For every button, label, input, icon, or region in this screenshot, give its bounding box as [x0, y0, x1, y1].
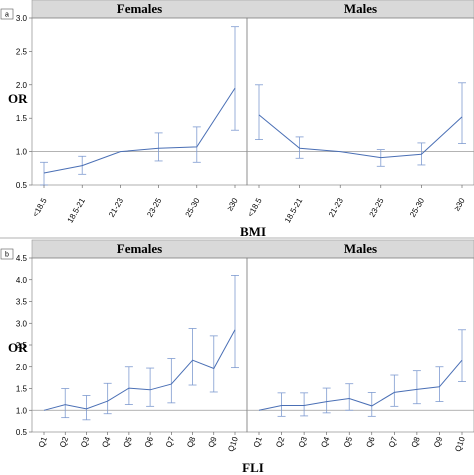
x-tick-label: Q3	[297, 435, 309, 449]
series-line	[258, 114, 463, 159]
x-tick-label: ≥30	[225, 196, 240, 212]
x-tick-label: Q4	[100, 435, 112, 449]
x-tick-label: Q2	[58, 435, 70, 449]
y-tick-label: 0.5	[16, 428, 28, 437]
x-tick-label: Q7	[164, 435, 176, 449]
y-tick-label: 1.0	[16, 148, 28, 157]
x-tick-label: 18.5-21	[283, 196, 305, 224]
x-axis-title: FLI	[242, 460, 264, 475]
x-tick-label: 21-23	[107, 196, 125, 219]
series-line	[43, 329, 236, 411]
facet-title: Females	[117, 1, 162, 16]
x-tick-label: 21-23	[327, 196, 345, 219]
y-tick-label: 3.5	[16, 298, 28, 307]
facet-panel-frame	[246, 17, 474, 186]
x-tick-label: Q10	[226, 435, 240, 453]
x-tick-label: <18.5	[246, 196, 264, 219]
x-tick-label: 25-30	[184, 196, 202, 219]
panel-label-box	[0, 8, 14, 20]
x-tick-label: Q4	[319, 435, 331, 449]
x-tick-label: Q6	[143, 435, 155, 449]
series-line	[258, 359, 463, 411]
x-tick-label: Q1	[252, 435, 264, 449]
x-tick-label: 18.5-21	[66, 196, 88, 224]
x-tick-label: Q8	[410, 435, 422, 449]
x-tick-label: Q2	[274, 435, 286, 449]
x-tick-label: Q1	[37, 435, 49, 449]
y-tick-label: 3.0	[16, 14, 28, 23]
y-tick-label: 4.5	[16, 254, 28, 263]
y-tick-label: 1.0	[16, 406, 28, 415]
facet-panel-frame	[246, 257, 474, 433]
facet-title: Males	[344, 241, 377, 256]
x-tick-label: 23-25	[368, 196, 386, 219]
x-tick-label: Q10	[453, 435, 467, 453]
facet-panel-frame	[31, 257, 248, 433]
y-tick-label: 2.0	[16, 363, 28, 372]
series-line	[43, 87, 236, 174]
y-tick-label: 3.0	[16, 319, 28, 328]
facet-strip-bar	[31, 0, 474, 19]
x-tick-label: Q3	[79, 435, 91, 449]
y-axis-title: OR	[8, 91, 28, 106]
y-tick-label: 2.5	[16, 47, 28, 56]
y-tick-label: 1.5	[16, 114, 28, 123]
x-tick-label: ≥30	[452, 196, 467, 212]
x-tick-label: Q7	[387, 435, 399, 449]
x-tick-label: Q9	[207, 435, 219, 449]
y-tick-label: 4.0	[16, 276, 28, 285]
x-tick-label: Q6	[365, 435, 377, 449]
x-tick-label: 23-25	[145, 196, 163, 219]
x-tick-label: <18.5	[31, 196, 49, 219]
facet-panel-frame	[31, 17, 248, 186]
x-tick-label: Q9	[432, 435, 444, 449]
x-tick-label: 25-30	[408, 196, 426, 219]
x-tick-label: Q5	[122, 435, 134, 449]
x-tick-label: Q5	[342, 435, 354, 449]
x-axis-title: BMI	[240, 224, 266, 239]
y-tick-label: 0.5	[16, 181, 28, 190]
facet-strip-bar	[31, 239, 474, 259]
panel-label: b	[5, 252, 9, 259]
y-tick-label: 1.5	[16, 385, 28, 394]
facet-title: Females	[117, 241, 162, 256]
y-axis-title: OR	[8, 340, 28, 355]
x-tick-label: Q8	[185, 435, 197, 449]
y-tick-label: 2.5	[16, 341, 28, 350]
facet-title: Males	[344, 1, 377, 16]
panel-label-box	[0, 248, 14, 260]
panel-label: a	[5, 12, 9, 19]
y-tick-label: 2.0	[16, 81, 28, 90]
